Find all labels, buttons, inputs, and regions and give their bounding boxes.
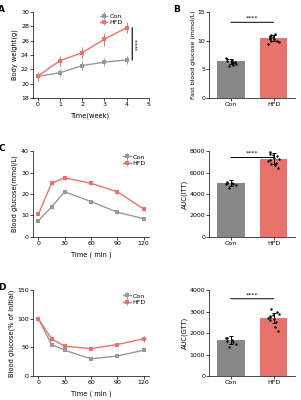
Y-axis label: Blood glucose(mmol/L): Blood glucose(mmol/L) [12, 156, 18, 232]
Bar [260, 38, 287, 98]
Point [275, 38, 280, 44]
Point [272, 30, 277, 37]
Y-axis label: Body weight(g): Body weight(g) [12, 30, 18, 80]
Point [268, 34, 272, 41]
Point [231, 60, 236, 66]
Point [225, 180, 229, 186]
Text: B: B [173, 5, 180, 14]
Text: D: D [0, 283, 6, 292]
Point [223, 54, 228, 61]
Y-axis label: Fast blood glucose (mmol/L): Fast blood glucose (mmol/L) [191, 11, 196, 99]
Point [233, 341, 238, 348]
Point [268, 317, 272, 323]
Point [268, 313, 273, 319]
Point [229, 180, 234, 186]
Text: ****: **** [246, 292, 259, 297]
Point [268, 149, 272, 155]
Point [225, 178, 229, 185]
Point [268, 36, 273, 43]
Text: ****: **** [246, 16, 259, 20]
Point [268, 151, 273, 158]
Text: C: C [0, 144, 5, 153]
Point [229, 58, 234, 65]
Bar [217, 183, 245, 237]
Point [272, 316, 276, 322]
Point [233, 61, 238, 67]
Legend: Con, HFD: Con, HFD [123, 293, 146, 305]
Point [275, 165, 280, 172]
Point [231, 181, 236, 187]
Text: A: A [0, 5, 5, 14]
Point [276, 310, 281, 317]
Text: ****: **** [135, 38, 140, 50]
Y-axis label: AUC(GTT): AUC(GTT) [182, 317, 188, 349]
Point [233, 182, 238, 189]
Point [270, 152, 275, 158]
Y-axis label: AUC(ITT): AUC(ITT) [182, 179, 188, 209]
Point [269, 32, 274, 38]
Point [275, 308, 280, 315]
Point [274, 319, 278, 326]
Bar [217, 61, 245, 98]
Point [266, 315, 271, 321]
Point [275, 328, 280, 334]
Point [275, 153, 280, 160]
Point [229, 57, 234, 63]
Point [227, 344, 232, 350]
Point [229, 337, 234, 343]
Point [223, 181, 228, 188]
Point [274, 160, 278, 166]
Point [276, 38, 281, 45]
Point [272, 162, 277, 168]
Point [231, 62, 235, 68]
Point [266, 158, 271, 164]
Point [270, 34, 275, 40]
Point [225, 56, 229, 62]
Bar [217, 340, 245, 376]
Point [232, 59, 237, 66]
Point [272, 154, 276, 161]
Point [270, 312, 275, 318]
Point [272, 324, 277, 330]
Point [267, 34, 272, 40]
Text: ****: **** [246, 151, 259, 156]
Point [223, 335, 228, 342]
Point [276, 155, 281, 162]
X-axis label: Time ( min ): Time ( min ) [71, 252, 111, 258]
Point [268, 314, 272, 320]
Point [269, 161, 274, 167]
Y-axis label: Blood glucose(% of initial): Blood glucose(% of initial) [8, 289, 14, 377]
Point [227, 184, 232, 191]
Point [269, 38, 274, 44]
X-axis label: Time ( min ): Time ( min ) [71, 391, 111, 397]
Legend: Con, HFD: Con, HFD [100, 14, 123, 25]
Point [225, 334, 229, 341]
Point [227, 62, 232, 69]
Point [231, 339, 236, 345]
Bar [260, 158, 287, 237]
Point [269, 306, 274, 313]
Legend: Con, HFD: Con, HFD [123, 154, 146, 166]
Point [266, 41, 271, 47]
Bar [260, 318, 287, 376]
Point [272, 36, 276, 42]
Point [225, 58, 229, 64]
Point [268, 33, 272, 39]
Point [268, 156, 272, 163]
Point [225, 337, 229, 344]
X-axis label: Time(week): Time(week) [71, 112, 110, 119]
